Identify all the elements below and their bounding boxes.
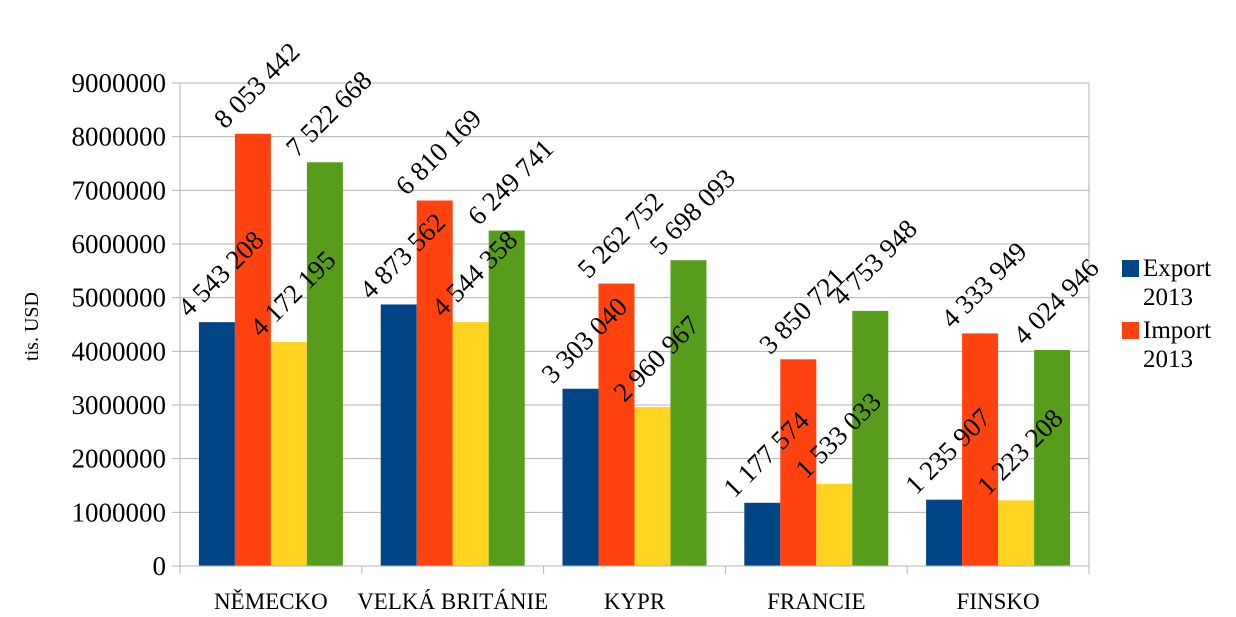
y-tick-label: 2000000	[72, 444, 167, 474]
x-tick-label: FRANCIE	[767, 589, 865, 612]
y-tick-label: 0	[153, 551, 167, 581]
bar	[670, 260, 707, 566]
bar	[998, 500, 1035, 566]
data-label: 3 850 721	[753, 262, 851, 360]
x-tick-label: KYPR	[604, 589, 666, 612]
legend: Export 2013 Import 2013	[1122, 254, 1231, 378]
bar	[598, 283, 635, 566]
y-tick-label: 5000000	[72, 283, 167, 313]
legend-item: Export 2013	[1122, 254, 1231, 312]
bar	[306, 162, 343, 566]
bars	[198, 133, 1071, 566]
bar	[852, 310, 889, 566]
y-tick-label: 9000000	[72, 68, 167, 98]
bar	[962, 333, 999, 566]
bar	[562, 388, 599, 566]
bar	[744, 502, 781, 566]
data-label: 4 753 948	[825, 214, 923, 312]
x-tick-label: FINSKO	[957, 589, 1040, 612]
y-tick-label: 8000000	[72, 122, 167, 152]
legend-item: Import 2013	[1122, 316, 1231, 374]
bar	[416, 200, 453, 566]
bar	[452, 322, 489, 566]
x-tick-label: NĚMECKO	[214, 589, 328, 612]
bar	[488, 230, 525, 566]
y-tick-label: 4000000	[72, 336, 167, 366]
y-tick-label: 1000000	[72, 497, 167, 527]
legend-label: Import 2013	[1143, 317, 1212, 373]
legend-swatch	[1122, 322, 1139, 339]
bar	[270, 342, 307, 566]
legend-label: Export 2013	[1143, 255, 1212, 311]
data-label: 6 810 169	[390, 103, 488, 201]
y-tick-label: 7000000	[72, 175, 167, 205]
data-label: 6 249 741	[462, 133, 560, 231]
y-tick-label: 6000000	[72, 229, 167, 259]
bar	[1034, 349, 1071, 566]
data-label: 8 053 442	[208, 36, 306, 134]
bar	[380, 304, 417, 566]
y-axis-label: tis. USD	[21, 292, 43, 361]
bar	[198, 322, 235, 566]
bar	[816, 483, 853, 566]
y-tick-label: 3000000	[72, 390, 167, 420]
x-tick-label: VELKÁ BRITÁNIE	[357, 589, 548, 612]
data-label: 7 522 668	[280, 65, 378, 163]
bar	[926, 499, 963, 566]
axes: 0 1000000 2000000 3000000 4000000 5000000 6000…	[72, 68, 1090, 614]
legend-swatch	[1122, 260, 1139, 277]
bar	[234, 133, 271, 566]
bar	[780, 359, 817, 566]
bar	[634, 407, 671, 566]
